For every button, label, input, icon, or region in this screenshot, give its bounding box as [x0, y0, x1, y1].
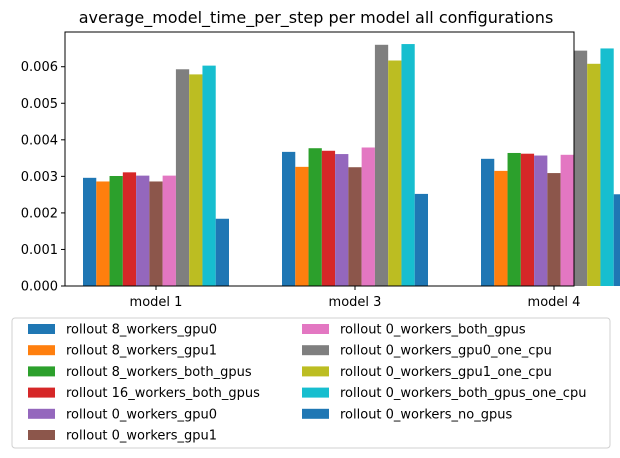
bar — [308, 148, 322, 286]
legend-label: rollout 8_workers_both_gpus — [66, 365, 252, 380]
bar — [348, 167, 362, 286]
legend-swatch — [302, 408, 329, 419]
bar — [109, 175, 123, 286]
legend-label: rollout 0_workers_gpu1 — [66, 429, 217, 444]
bar — [600, 48, 614, 286]
legend-label: rollout 0_workers_gpu1_one_cpu — [340, 365, 552, 380]
legend-swatch — [28, 324, 55, 334]
y-axis: 0.000 0.001 0.002 0.003 0.004 0.005 0.006 — [21, 60, 65, 295]
bar — [189, 74, 203, 286]
legend-label: rollout 16_workers_both_gpus — [66, 386, 260, 401]
legend-label: rollout 0_workers_both_gpus_one_cpu — [340, 386, 586, 401]
y-tick-label: 0.004 — [21, 133, 58, 148]
bar — [507, 152, 521, 286]
legend-swatch — [302, 366, 329, 377]
bar — [83, 177, 97, 286]
bar — [388, 60, 402, 287]
bar — [573, 50, 588, 286]
legend-label: rollout 0_workers_no_gpus — [340, 407, 512, 422]
x-tick-label: model 1 — [130, 295, 183, 310]
x-tick-label: model 4 — [528, 295, 581, 310]
y-tick-label: 0.000 — [21, 280, 58, 295]
bar — [520, 153, 535, 286]
bar — [136, 175, 150, 286]
bar — [295, 166, 309, 286]
bar — [534, 155, 548, 286]
bar — [175, 69, 190, 286]
bar — [162, 175, 176, 286]
legend-swatch — [302, 387, 329, 398]
bar — [547, 173, 561, 286]
bar — [587, 63, 601, 286]
bar — [494, 170, 508, 286]
legend-label: rollout 0_workers_both_gpus — [340, 323, 526, 338]
legend-swatch — [28, 387, 55, 398]
y-tick-label: 0.001 — [21, 243, 58, 258]
legend-swatch — [302, 324, 329, 334]
bar — [202, 65, 216, 287]
legend-label: rollout 8_workers_gpu0 — [66, 323, 217, 338]
bar — [374, 44, 389, 286]
bar — [149, 181, 163, 286]
legend-box — [11, 317, 611, 449]
plot-frame — [64, 31, 575, 287]
x-tick-label: model 3 — [329, 295, 382, 310]
y-tick-label: 0.002 — [21, 206, 58, 221]
bar — [613, 194, 620, 286]
bar — [414, 193, 428, 286]
bar — [335, 154, 349, 286]
bar — [361, 147, 375, 286]
y-tick-label: 0.005 — [21, 97, 58, 112]
y-tick-label: 0.003 — [21, 170, 58, 185]
bar — [401, 44, 415, 287]
legend-label: rollout 8_workers_gpu1 — [66, 344, 217, 359]
legend-swatch — [302, 345, 329, 356]
bars-layer — [83, 44, 620, 287]
bar — [282, 151, 296, 286]
legend-swatch — [28, 430, 55, 440]
bar — [122, 172, 137, 286]
y-tick-label: 0.006 — [21, 60, 58, 75]
chart-title: average_model_time_per_step per model al… — [79, 8, 554, 28]
legend-swatch — [28, 366, 55, 377]
legend-label: rollout 0_workers_gpu0 — [66, 407, 217, 422]
bar — [481, 158, 495, 286]
bar — [321, 150, 336, 286]
bar — [215, 218, 229, 286]
legend-swatch — [28, 345, 55, 356]
bar — [560, 154, 574, 286]
legend-label: rollout 0_workers_gpu0_one_cpu — [340, 344, 552, 359]
legend-swatch — [28, 408, 55, 419]
bar — [96, 181, 110, 286]
x-axis: model 1 model 3 model 4 — [130, 286, 581, 310]
